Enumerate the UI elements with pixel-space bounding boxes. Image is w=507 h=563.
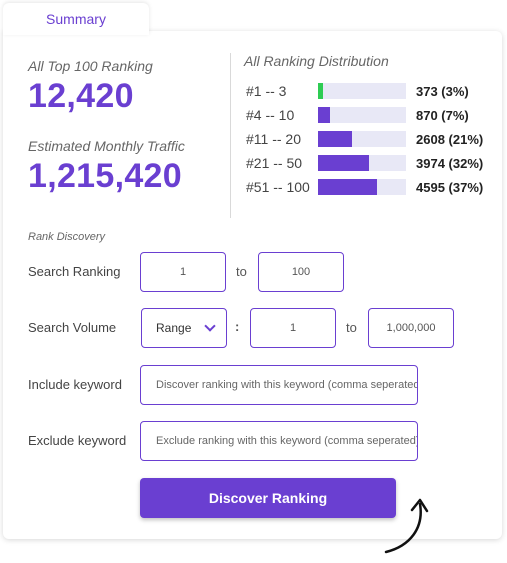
traffic-value: 1,215,420 (28, 157, 182, 195)
distribution-bar-track (318, 179, 406, 195)
distribution-row-label: #21 -- 50 (246, 155, 303, 171)
distribution-row-label: #51 -- 100 (246, 179, 310, 195)
volume-colon: : (235, 319, 240, 334)
section-divider (230, 53, 231, 218)
exclude-keyword-input[interactable] (140, 421, 418, 461)
chevron-down-icon (204, 320, 216, 332)
rank-discovery-title: Rank Discovery (28, 231, 106, 243)
distribution-row: #1 -- 3 373 (3%) (246, 81, 469, 101)
distribution-row-value: 2608 (21%) (416, 131, 484, 147)
summary-card: All Top 100 Ranking 12,420 Estimated Mon… (3, 31, 502, 539)
distribution-bar-fill (318, 107, 331, 123)
traffic-label: Estimated Monthly Traffic (28, 138, 185, 154)
top100-label: All Top 100 Ranking (28, 58, 153, 74)
distribution-bar-track (318, 107, 406, 123)
distribution-row: #21 -- 50 3974 (32%) (246, 153, 483, 173)
distribution-row-label: #4 -- 10 (246, 107, 295, 123)
ranking-to-input[interactable] (258, 252, 344, 292)
distribution-title: All Ranking Distribution (244, 53, 389, 69)
ranking-to-text: to (236, 264, 247, 279)
volume-from-input[interactable] (250, 308, 336, 348)
distribution-row-value: 870 (7%) (416, 107, 469, 123)
distribution-bar-fill (318, 179, 377, 195)
distribution-row: #11 -- 20 2608 (21%) (246, 129, 483, 149)
distribution-bar-fill (318, 155, 370, 171)
volume-mode-select[interactable]: Range (141, 308, 227, 348)
distribution-row-label: #1 -- 3 (246, 83, 287, 99)
volume-mode-value: Range (156, 321, 192, 335)
discover-ranking-button[interactable]: Discover Ranking (140, 478, 396, 518)
distribution-bar-fill (318, 83, 324, 99)
distribution-bar-fill (318, 131, 353, 147)
distribution-row-value: 373 (3%) (416, 83, 469, 99)
volume-to-input[interactable] (368, 308, 454, 348)
top100-value: 12,420 (28, 77, 134, 115)
tab-summary[interactable]: Summary (3, 3, 149, 35)
curved-arrow-icon (384, 498, 429, 554)
distribution-bar-track (318, 155, 406, 171)
distribution-bar-track (318, 83, 406, 99)
distribution-bar-track (318, 131, 406, 147)
search-ranking-label: Search Ranking (28, 264, 121, 279)
distribution-row-value: 3974 (32%) (416, 155, 484, 171)
exclude-keyword-label: Exclude keyword (28, 433, 127, 448)
include-keyword-label: Include keyword (28, 377, 122, 392)
distribution-row: #51 -- 100 4595 (37%) (246, 177, 483, 197)
search-volume-label: Search Volume (28, 320, 117, 335)
ranking-from-input[interactable] (140, 252, 226, 292)
distribution-row-value: 4595 (37%) (416, 179, 484, 195)
tab-summary-label: Summary (46, 11, 106, 27)
distribution-row: #4 -- 10 870 (7%) (246, 105, 469, 125)
distribution-row-label: #11 -- 20 (246, 131, 301, 147)
volume-to-text: to (346, 320, 357, 335)
include-keyword-input[interactable] (140, 365, 418, 405)
